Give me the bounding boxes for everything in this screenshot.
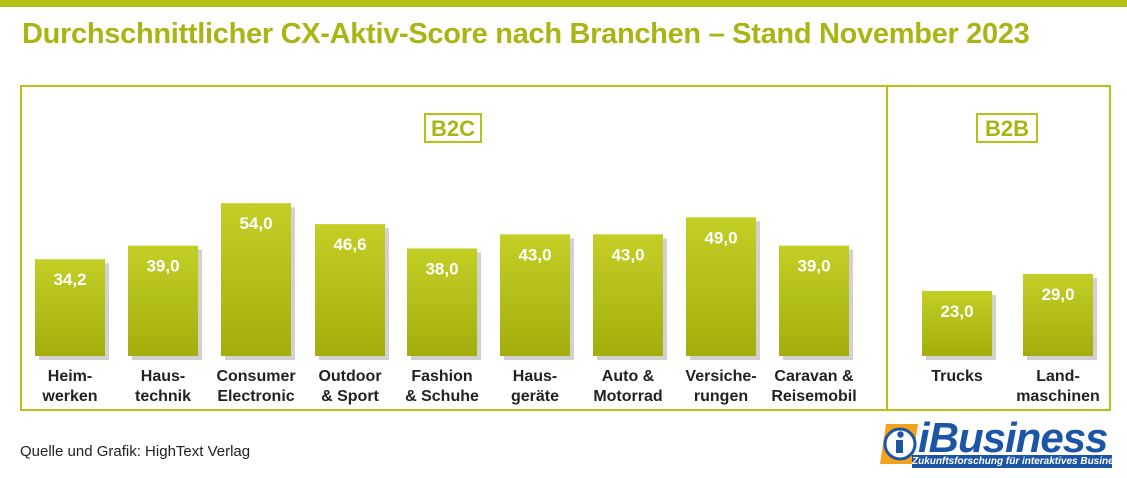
category-label: Heim-	[48, 368, 92, 385]
bar	[686, 217, 756, 356]
bar	[500, 234, 570, 356]
bar-value-label: 46,6	[333, 235, 366, 254]
b2b-panel	[886, 85, 1111, 411]
logo-wordmark: iBusiness	[918, 414, 1108, 461]
bar-value-label: 39,0	[146, 257, 179, 276]
bar	[35, 259, 105, 356]
category-label: Outdoor	[318, 368, 381, 385]
category-label: maschinen	[1016, 388, 1100, 405]
logo-i-icon	[880, 424, 918, 464]
bar	[315, 224, 385, 356]
category-label: Caravan &	[774, 368, 854, 385]
category-label: Haus-	[141, 368, 185, 385]
bar-value-label: 34,2	[53, 270, 86, 289]
b2c-segment-label: B2C	[424, 113, 482, 143]
category-label: Motorrad	[593, 388, 662, 405]
bar-value-label: 29,0	[1041, 285, 1074, 304]
bar	[922, 290, 992, 356]
category-label: Reisemobil	[771, 388, 856, 405]
bar-value-label: 49,0	[704, 228, 737, 247]
category-label: Versiche-	[685, 368, 756, 385]
category-label: Auto &	[602, 368, 655, 385]
ibusiness-logo: iBusiness Zukunftsforschung für interakt…	[878, 414, 1125, 470]
bar-value-label: 43,0	[611, 245, 644, 264]
category-label: Land-	[1036, 368, 1080, 385]
bar	[779, 245, 849, 356]
bar-value-label: 54,0	[239, 214, 272, 233]
top-accent-bar	[0, 0, 1127, 7]
chart-title: Durchschnittlicher CX-Aktiv-Score nach B…	[22, 18, 1030, 50]
bars-layer: 34,2 Heim-werken 39,0 Haus-technik 54,0 Consu…	[35, 203, 1100, 405]
bar	[593, 234, 663, 356]
bar-value-label: 23,0	[940, 302, 973, 321]
bar-value-label: 38,0	[425, 259, 458, 278]
category-label: Electronic	[217, 388, 294, 405]
category-label: Consumer	[216, 368, 295, 385]
category-label: Haus-	[513, 368, 557, 385]
b2b-segment-label: B2B	[976, 113, 1038, 143]
logo-tagline: Zukunftsforschung für interaktives Busin…	[912, 455, 1125, 468]
bar-value-label: 43,0	[518, 245, 551, 264]
bar	[1023, 273, 1093, 356]
category-label: geräte	[511, 388, 559, 405]
category-label: werken	[41, 388, 97, 405]
category-label: Fashion	[411, 368, 472, 385]
bar-value-label: 39,0	[797, 257, 830, 276]
category-label: rungen	[694, 388, 748, 405]
source-caption: Quelle und Grafik: HighText Verlag	[20, 443, 251, 460]
bar	[221, 203, 291, 356]
category-label: Trucks	[931, 368, 983, 385]
category-label: & Schuhe	[405, 388, 479, 405]
bar	[128, 245, 198, 356]
category-label: technik	[135, 388, 191, 405]
bar	[407, 248, 477, 356]
category-label: & Sport	[321, 388, 379, 405]
